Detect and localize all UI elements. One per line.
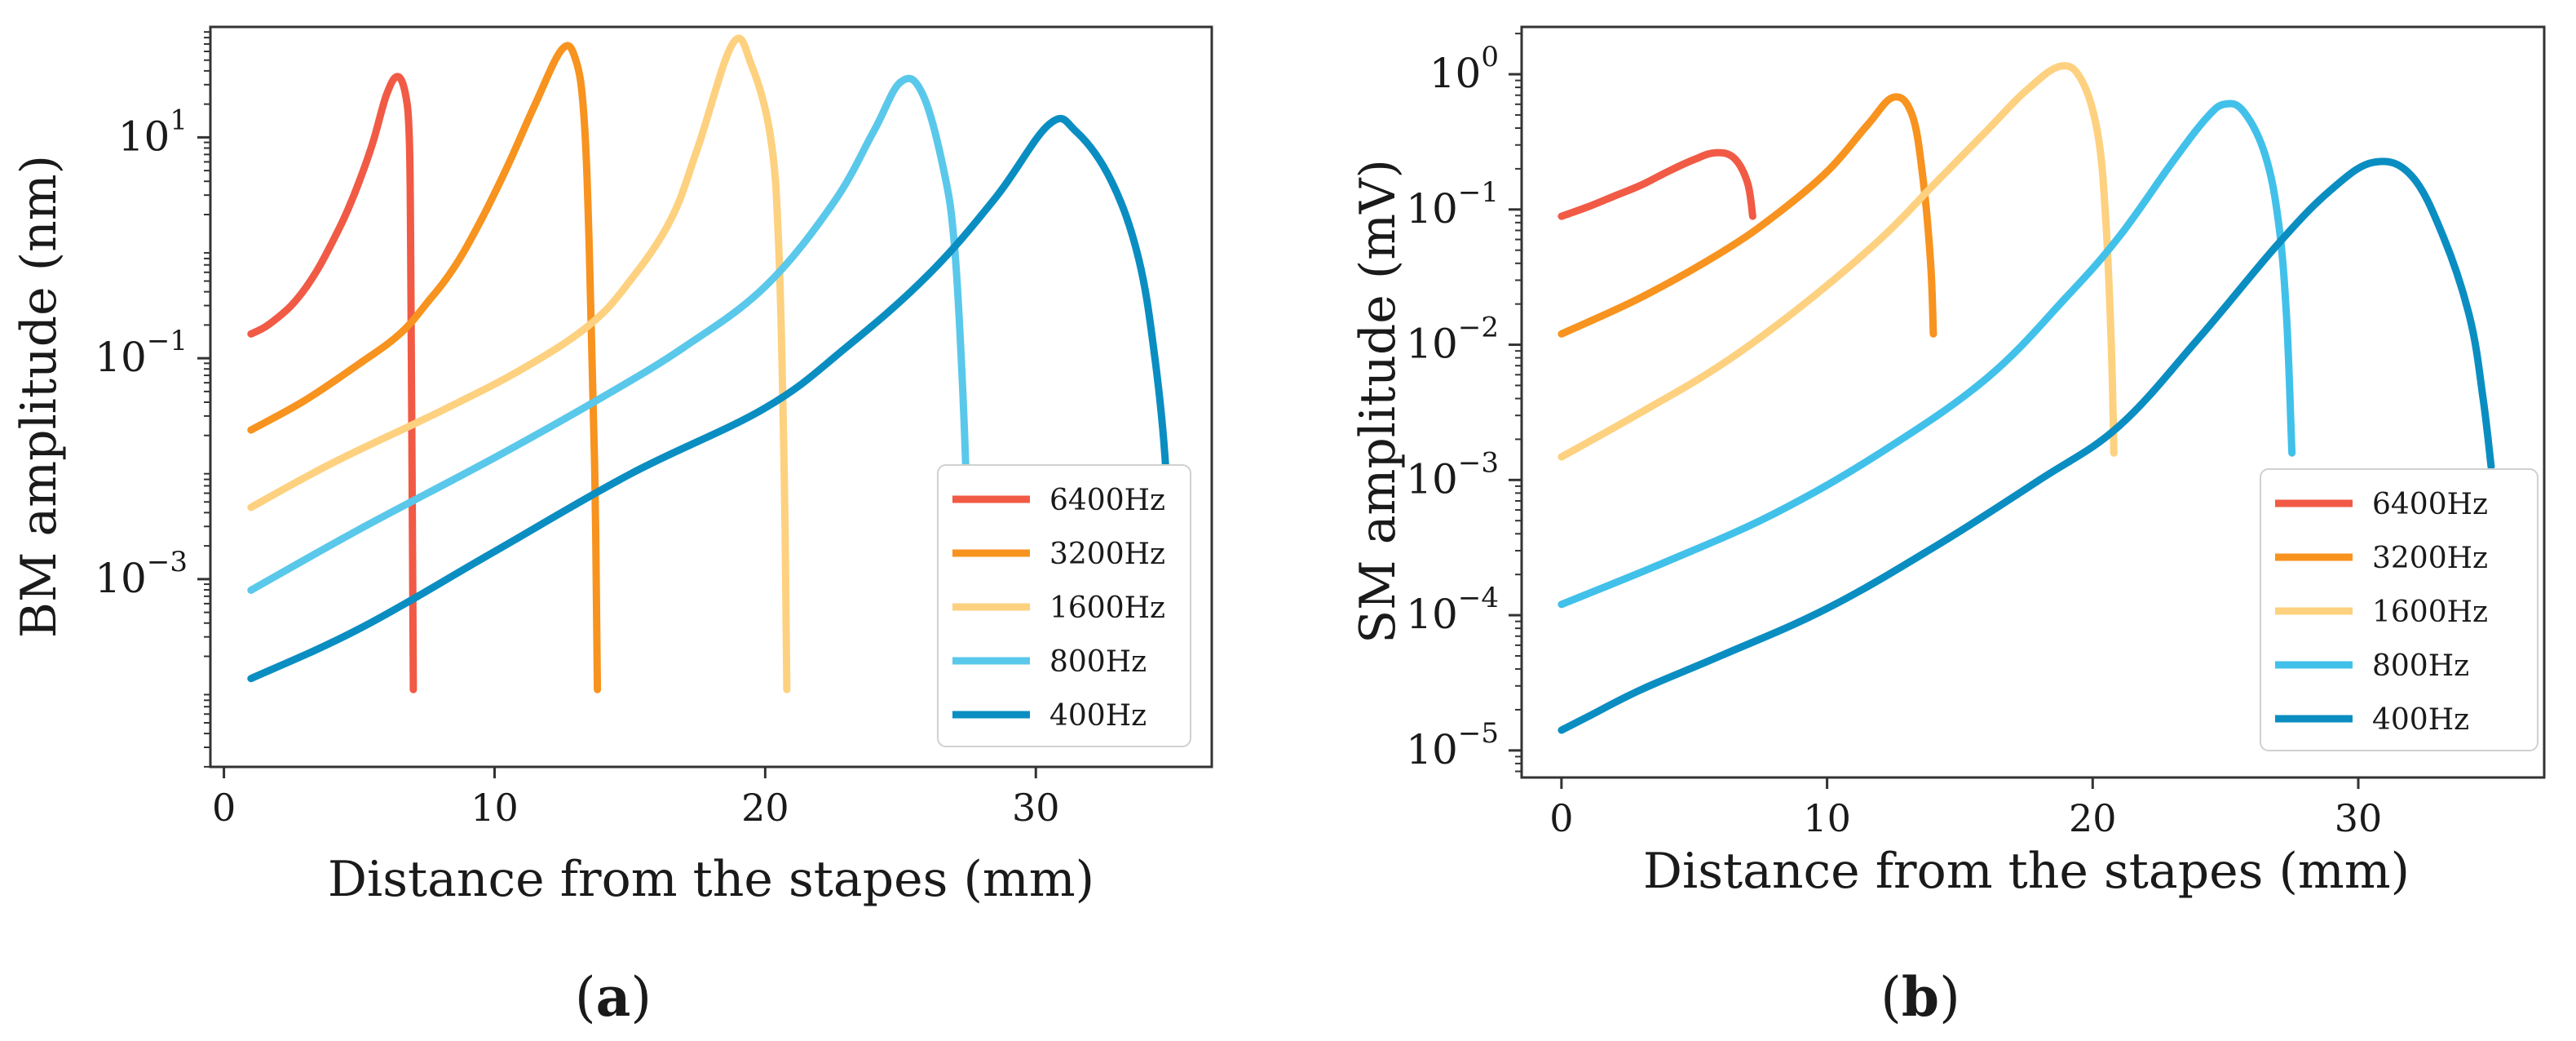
- legend-entry: 800Hz: [1049, 645, 1147, 679]
- series-line-800Hz: [247, 74, 972, 594]
- panel-a-axes-frame: [209, 25, 1213, 769]
- panel-a-xticks: 0 10 20 30: [212, 767, 1060, 830]
- panel-a-curves: [247, 34, 1173, 693]
- legend-entry: 3200Hz: [2372, 542, 2488, 575]
- y-tick-label: 10−3: [95, 546, 188, 602]
- series-line-1600Hz: [1558, 62, 2118, 461]
- series-line-3200Hz: [1558, 93, 1938, 338]
- x-tick-label: 10: [471, 786, 519, 830]
- x-tick-label: 30: [2335, 796, 2383, 840]
- legend-entry: 1600Hz: [1049, 591, 1165, 625]
- x-tick-label: 0: [1549, 796, 1573, 840]
- legend-entry: 400Hz: [2372, 703, 2469, 737]
- panel-b-label: (b): [1880, 965, 1960, 1029]
- y-tick-label: 10−1: [95, 325, 188, 381]
- legend-entry: 6400Hz: [1049, 484, 1165, 517]
- series-line-3200Hz: [247, 42, 602, 693]
- legend-box: [2260, 468, 2538, 751]
- x-tick-label: 10: [1803, 796, 1851, 840]
- series-line-800Hz: [1558, 100, 2296, 609]
- panel-a-legend: 6400Hz 3200Hz 1600Hz 800Hz 400Hz: [937, 464, 1191, 747]
- panel-b-letter: b: [1902, 965, 1939, 1029]
- panel-b-xlabel: Distance from the stapes (mm): [1643, 843, 2410, 900]
- series-line-6400Hz: [1558, 148, 1756, 220]
- legend-entry: 800Hz: [2372, 649, 2469, 683]
- panel-a-ylabel: BM amplitude (nm): [11, 155, 68, 638]
- panel-b-legend: 6400Hz 3200Hz 1600Hz 800Hz 400Hz: [2260, 468, 2538, 751]
- legend-entry: 6400Hz: [2372, 488, 2488, 521]
- panel-b-curves: [1558, 62, 2495, 734]
- x-tick-label: 30: [1012, 786, 1060, 830]
- x-tick-label: 20: [741, 786, 789, 830]
- panel-a-letter: a: [596, 965, 631, 1029]
- x-tick-label: 0: [212, 786, 236, 830]
- panel-a-xlabel: Distance from the stapes (mm): [328, 851, 1094, 908]
- legend-entry: 3200Hz: [1049, 538, 1165, 571]
- x-tick-label: 20: [2069, 796, 2117, 840]
- panel-b-ylabel: SM amplitude (mV): [1350, 159, 1407, 644]
- series-line-400Hz: [247, 114, 1173, 683]
- series-line-1600Hz: [247, 34, 791, 693]
- legend-box: [937, 464, 1191, 747]
- legend-entry: 1600Hz: [2372, 596, 2488, 629]
- panel-b-axes-frame: [1520, 25, 2546, 779]
- panel-a-label: (a): [575, 965, 652, 1029]
- panel-b-xticks: 0 10 20 30: [1549, 777, 2382, 840]
- series-line-400Hz: [1558, 157, 2495, 734]
- legend-entry: 400Hz: [1049, 699, 1147, 733]
